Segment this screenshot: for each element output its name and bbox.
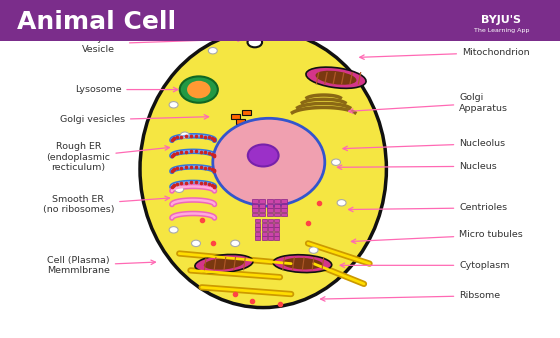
FancyBboxPatch shape xyxy=(274,227,279,231)
Text: Smooth ER
(no ribosomes): Smooth ER (no ribosomes) xyxy=(43,195,170,214)
Ellipse shape xyxy=(337,199,346,206)
Text: Mitochondrion: Mitochondrion xyxy=(360,48,530,59)
Text: Cytoplasm: Cytoplasm xyxy=(340,261,510,270)
Text: Animal Cell: Animal Cell xyxy=(17,10,176,34)
FancyBboxPatch shape xyxy=(268,236,273,240)
Text: Micro tubules: Micro tubules xyxy=(351,231,523,243)
Ellipse shape xyxy=(169,227,178,233)
Text: Pinocytotic
Vesicle: Pinocytotic Vesicle xyxy=(72,34,242,54)
FancyBboxPatch shape xyxy=(262,227,267,231)
FancyBboxPatch shape xyxy=(274,223,279,227)
FancyBboxPatch shape xyxy=(268,232,273,236)
FancyBboxPatch shape xyxy=(259,208,265,212)
FancyBboxPatch shape xyxy=(255,223,260,227)
FancyBboxPatch shape xyxy=(274,208,280,212)
FancyBboxPatch shape xyxy=(255,236,260,240)
Ellipse shape xyxy=(213,118,325,206)
FancyBboxPatch shape xyxy=(242,110,251,115)
FancyBboxPatch shape xyxy=(259,213,265,216)
FancyBboxPatch shape xyxy=(267,208,273,212)
Ellipse shape xyxy=(187,81,211,98)
Ellipse shape xyxy=(309,247,318,254)
Ellipse shape xyxy=(169,101,178,108)
FancyBboxPatch shape xyxy=(268,223,273,227)
FancyBboxPatch shape xyxy=(255,219,260,222)
Ellipse shape xyxy=(332,159,340,166)
Ellipse shape xyxy=(180,132,189,139)
Text: BYJU'S: BYJU'S xyxy=(481,15,521,25)
FancyBboxPatch shape xyxy=(262,232,267,236)
FancyBboxPatch shape xyxy=(274,213,280,216)
FancyBboxPatch shape xyxy=(252,199,258,203)
Text: Centrioles: Centrioles xyxy=(348,203,507,212)
FancyBboxPatch shape xyxy=(268,227,273,231)
Ellipse shape xyxy=(180,76,218,103)
Ellipse shape xyxy=(282,258,323,269)
Ellipse shape xyxy=(306,67,366,88)
Text: Nucleus: Nucleus xyxy=(337,162,497,171)
FancyBboxPatch shape xyxy=(259,199,265,203)
Ellipse shape xyxy=(208,47,217,54)
FancyBboxPatch shape xyxy=(274,236,279,240)
Ellipse shape xyxy=(273,255,332,272)
Text: Rough ER
(endoplasmic
recticulum): Rough ER (endoplasmic recticulum) xyxy=(46,142,170,172)
FancyBboxPatch shape xyxy=(267,213,273,216)
FancyBboxPatch shape xyxy=(274,199,280,203)
FancyBboxPatch shape xyxy=(255,227,260,231)
Ellipse shape xyxy=(175,186,184,193)
Ellipse shape xyxy=(248,145,278,167)
FancyBboxPatch shape xyxy=(267,199,273,203)
Text: The Learning App: The Learning App xyxy=(474,28,529,33)
FancyBboxPatch shape xyxy=(236,119,245,124)
FancyBboxPatch shape xyxy=(274,204,280,208)
Text: Nucleolus: Nucleolus xyxy=(343,139,505,151)
Text: Golgi
Apparatus: Golgi Apparatus xyxy=(348,93,508,113)
Ellipse shape xyxy=(204,258,244,270)
Text: Cell (Plasma)
Memmlbrane: Cell (Plasma) Memmlbrane xyxy=(47,256,156,275)
FancyBboxPatch shape xyxy=(231,114,240,119)
FancyBboxPatch shape xyxy=(281,204,287,208)
FancyBboxPatch shape xyxy=(259,204,265,208)
FancyBboxPatch shape xyxy=(274,219,279,222)
Text: Lysosome: Lysosome xyxy=(74,85,178,94)
FancyBboxPatch shape xyxy=(262,223,267,227)
FancyBboxPatch shape xyxy=(262,236,267,240)
FancyBboxPatch shape xyxy=(274,232,279,236)
Ellipse shape xyxy=(140,30,386,308)
FancyBboxPatch shape xyxy=(252,204,258,208)
FancyBboxPatch shape xyxy=(268,219,273,222)
FancyBboxPatch shape xyxy=(252,208,258,212)
FancyBboxPatch shape xyxy=(255,232,260,236)
FancyBboxPatch shape xyxy=(252,213,258,216)
FancyBboxPatch shape xyxy=(281,208,287,212)
FancyBboxPatch shape xyxy=(281,199,287,203)
Text: Golgi vesicles: Golgi vesicles xyxy=(60,115,209,124)
FancyBboxPatch shape xyxy=(281,213,287,216)
Ellipse shape xyxy=(248,37,262,47)
FancyBboxPatch shape xyxy=(262,219,267,222)
Ellipse shape xyxy=(195,255,253,273)
Ellipse shape xyxy=(192,240,200,247)
Ellipse shape xyxy=(231,240,240,247)
FancyBboxPatch shape xyxy=(267,204,273,208)
Ellipse shape xyxy=(315,71,357,85)
Text: Ribsome: Ribsome xyxy=(320,291,500,301)
